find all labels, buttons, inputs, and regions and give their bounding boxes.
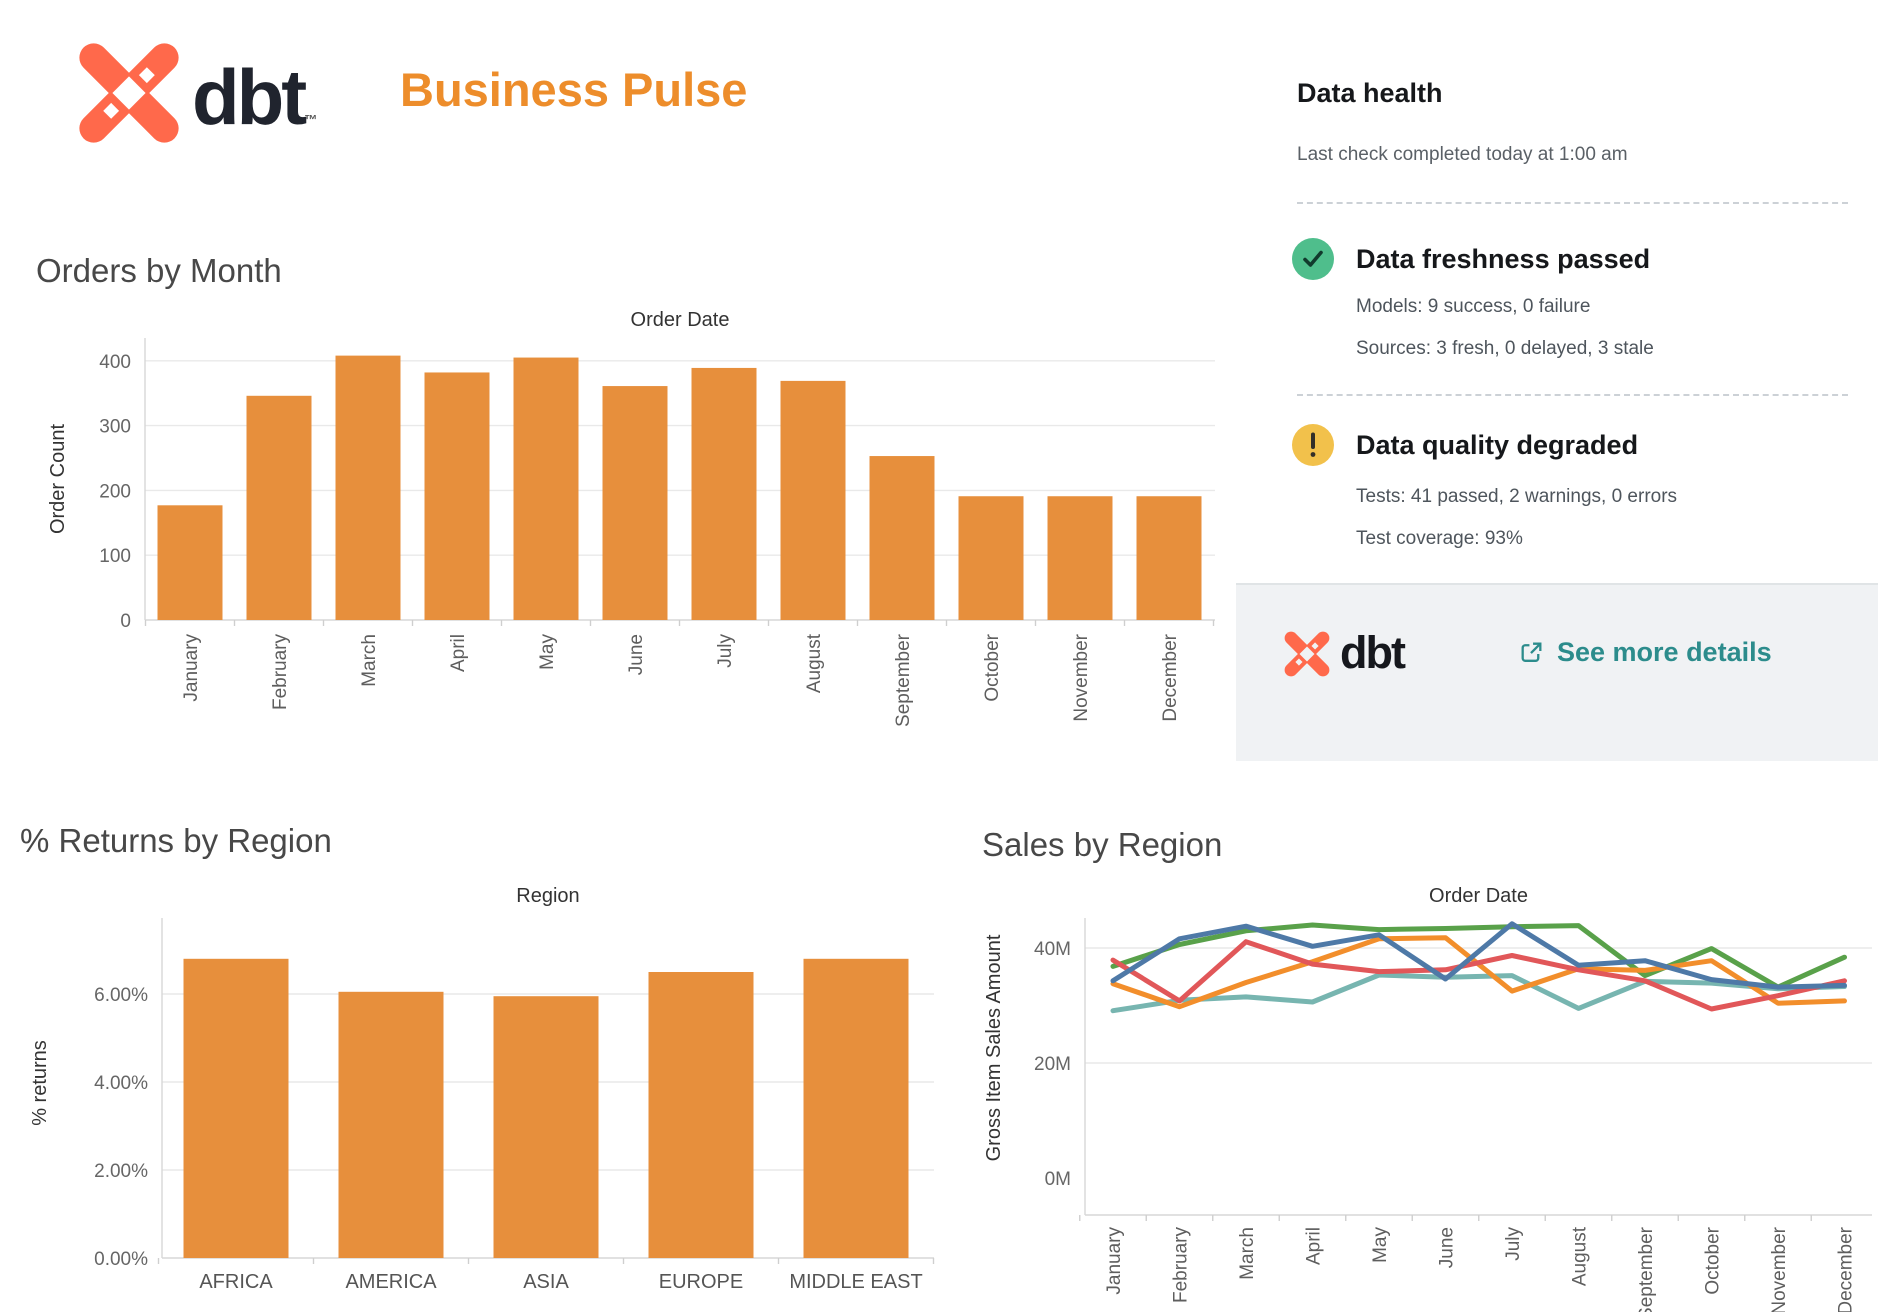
dbt-logo-icon	[78, 42, 180, 144]
x-tick-label: November	[1071, 633, 1092, 721]
bar-january[interactable]	[157, 505, 223, 620]
divider	[1297, 202, 1848, 204]
sales-by-region-chart[interactable]: 0M 20M 40M Order Date Gross Item Sales Amoun…	[978, 868, 1878, 1312]
x-tick-label: January	[1104, 1227, 1125, 1295]
line-series-blue[interactable]	[1110, 921, 1847, 990]
x-tick-label: January	[181, 634, 202, 702]
dbt-wordmark-small: dbt	[1340, 627, 1406, 678]
bar-april[interactable]	[424, 372, 490, 620]
bar-may[interactable]	[513, 357, 579, 620]
pane-title: Order Date	[631, 309, 730, 331]
x-tick-label: August	[804, 633, 825, 693]
line-series-green[interactable]	[1110, 922, 1847, 990]
y-tick-label: 2.00%	[94, 1161, 148, 1182]
dbt-logo-icon-small	[1284, 631, 1330, 677]
external-link-icon	[1518, 639, 1545, 666]
x-tick-label: February	[1171, 1227, 1192, 1304]
x-tick-label: February	[270, 634, 291, 711]
bar-america[interactable]	[338, 991, 444, 1258]
y-axis-title: Order Count	[47, 424, 69, 534]
data-health-footer: dbt See more details	[1236, 583, 1878, 761]
bar-february[interactable]	[246, 395, 312, 620]
y-axis-title: Gross Item Sales Amount	[983, 934, 1005, 1161]
status-title-quality: Data quality degraded	[1356, 430, 1639, 460]
bar-europe[interactable]	[648, 972, 754, 1258]
y-tick-label: 4.00%	[94, 1073, 148, 1094]
warning-circle-icon	[1292, 424, 1334, 466]
x-tick-label: October	[1703, 1226, 1724, 1294]
y-tick-label: 100	[99, 546, 131, 567]
status-detail: Test coverage: 93%	[1356, 528, 1523, 549]
line-series-teal[interactable]	[1110, 972, 1847, 1014]
orders-by-month-chart[interactable]: 0 100 200 300 400 Order Date Order Count Januar…	[30, 300, 1242, 750]
x-tick-label: MIDDLE EAST	[789, 1271, 922, 1293]
line-series-red[interactable]	[1110, 939, 1847, 1012]
x-tick-label: October	[982, 633, 1003, 701]
x-tick-label: March	[359, 634, 380, 687]
see-more-details-link[interactable]: See more details	[1518, 637, 1772, 668]
y-tick-label: 20M	[1034, 1054, 1071, 1075]
status-detail: Models: 9 success, 0 failure	[1356, 296, 1591, 317]
bar-september[interactable]	[869, 456, 935, 620]
x-tick-label: November	[1769, 1226, 1790, 1312]
bar-asia[interactable]	[493, 996, 599, 1258]
x-tick-label: May	[1370, 1227, 1391, 1263]
x-tick-label: April	[1304, 1227, 1325, 1265]
x-tick-label: July	[1503, 1227, 1524, 1261]
bar-july[interactable]	[691, 367, 757, 620]
see-more-details-label: See more details	[1557, 637, 1772, 667]
data-health-subtitle: Last check completed today at 1:00 am	[1297, 144, 1628, 165]
page-title: Business Pulse	[400, 63, 748, 116]
returns-by-region-chart[interactable]: 0.00% 2.00% 4.00% 6.00% Region % returns AFRIC…	[20, 870, 960, 1312]
y-tick-label: 200	[99, 481, 131, 502]
x-tick-label: December	[1836, 1226, 1857, 1312]
x-tick-label: ASIA	[523, 1271, 569, 1293]
y-tick-label: 300	[99, 417, 131, 438]
y-tick-label: 40M	[1034, 939, 1071, 960]
x-tick-label: September	[1636, 1226, 1657, 1312]
bar-march[interactable]	[335, 355, 401, 620]
data-health-title: Data health	[1297, 78, 1443, 108]
x-tick-label: EUROPE	[659, 1271, 743, 1293]
status-detail: Tests: 41 passed, 2 warnings, 0 errors	[1356, 486, 1678, 507]
dbt-wordmark: dbt™	[192, 53, 317, 141]
chart-title-sales-by-region: Sales by Region	[982, 826, 1223, 863]
x-tick-label: December	[1160, 633, 1181, 721]
x-tick-label: May	[537, 634, 558, 670]
trademark: ™	[304, 112, 317, 127]
status-detail: Sources: 3 fresh, 0 delayed, 3 stale	[1356, 338, 1654, 359]
pane-title: Order Date	[1429, 885, 1528, 907]
check-circle-icon	[1292, 238, 1334, 280]
pane-title: Region	[516, 885, 579, 907]
bar-december[interactable]	[1136, 496, 1202, 620]
y-tick-label: 0M	[1045, 1169, 1071, 1190]
y-axis-title: % returns	[29, 1040, 51, 1126]
x-tick-label: March	[1237, 1227, 1258, 1280]
status-title-freshness: Data freshness passed	[1356, 244, 1651, 274]
y-tick-label: 400	[99, 352, 131, 373]
bar-august[interactable]	[780, 380, 846, 620]
x-tick-label: September	[893, 633, 914, 727]
x-tick-label: AMERICA	[345, 1271, 437, 1293]
bar-june[interactable]	[602, 386, 668, 620]
x-tick-label: AFRICA	[199, 1271, 273, 1293]
x-tick-label: June	[626, 634, 647, 675]
y-tick-label: 0	[120, 611, 131, 632]
bar-october[interactable]	[958, 496, 1024, 620]
y-tick-label: 6.00%	[94, 985, 148, 1006]
bar-november[interactable]	[1047, 496, 1113, 620]
chart-title-orders-by-month: Orders by Month	[36, 252, 282, 289]
y-tick-label: 0.00%	[94, 1249, 148, 1270]
x-tick-label: June	[1437, 1227, 1458, 1268]
x-tick-label: July	[715, 634, 736, 668]
x-tick-label: August	[1570, 1226, 1591, 1286]
bar-middle-east[interactable]	[803, 958, 909, 1258]
divider	[1297, 394, 1848, 396]
chart-title-returns-by-region: % Returns by Region	[20, 822, 332, 859]
x-tick-label: April	[448, 634, 469, 672]
bar-africa[interactable]	[183, 958, 289, 1258]
